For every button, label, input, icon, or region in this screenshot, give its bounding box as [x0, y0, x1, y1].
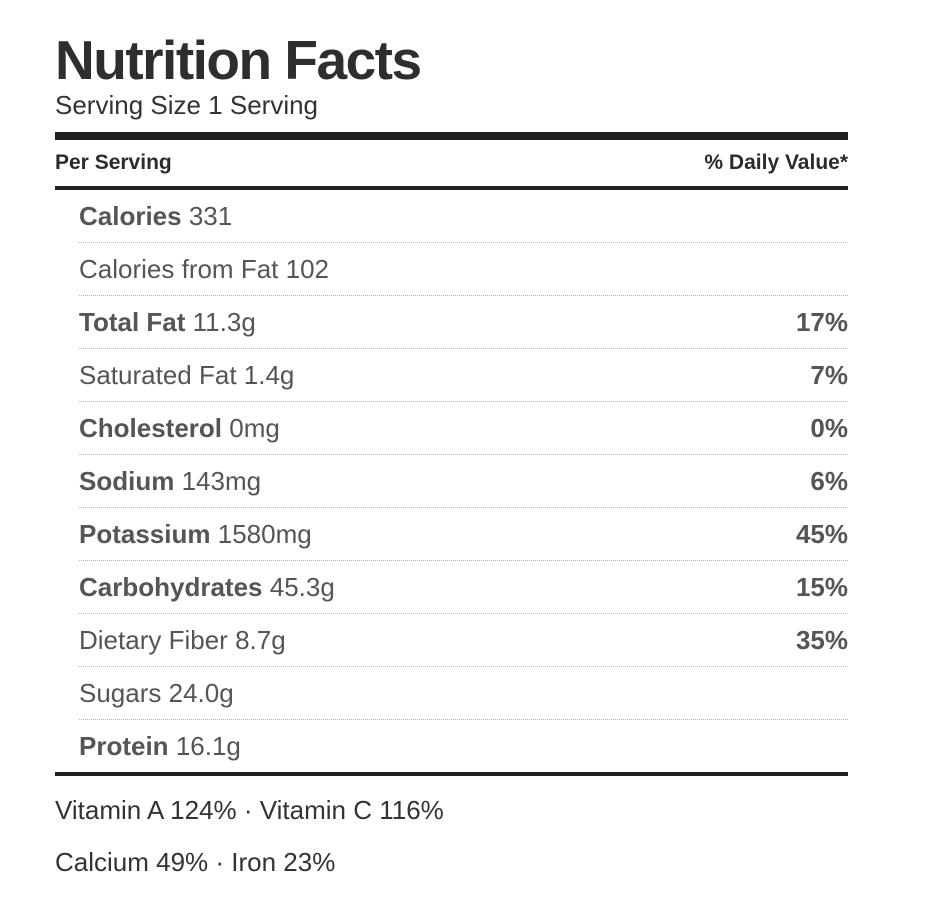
nutrient-row: Total Fat 11.3g 17% — [79, 296, 848, 349]
nutrient-daily-value: 6% — [810, 465, 848, 496]
nutrient-row: Sodium 143mg 6% — [79, 455, 848, 508]
nutrient-value: 11.3g — [192, 306, 256, 337]
thick-divider — [55, 132, 848, 140]
nutrient-value: 1.4g — [243, 359, 295, 390]
daily-value-label: % Daily Value* — [704, 151, 848, 174]
nutrient-value: 1580mg — [217, 518, 312, 549]
nutrient-value: 45.3g — [269, 571, 335, 602]
nutrient-amount: Total Fat 11.3g — [79, 307, 256, 338]
nutrient-row: Sugars 24.0g — [79, 667, 848, 720]
column-header: Per Serving % Daily Value* — [55, 140, 848, 186]
nutrient-amount: Cholesterol 0mg — [79, 413, 280, 444]
nutrient-daily-value: 15% — [795, 571, 848, 602]
nutrient-row: Protein 16.1g — [79, 720, 848, 772]
nutrient-amount: Sodium 143mg — [79, 466, 261, 497]
nutrient-daily-value: 45% — [795, 518, 848, 549]
nutrient-row: Calories from Fat 102 — [79, 243, 848, 296]
nutrient-value: 0mg — [229, 412, 280, 443]
nutrient-amount: Calories from Fat 102 — [79, 254, 329, 285]
nutrient-value: 16.1g — [175, 730, 241, 761]
nutrient-name: Protein — [79, 730, 169, 761]
nutrient-name: Cholesterol — [79, 412, 223, 443]
serving-size: Serving Size 1 Serving — [55, 90, 319, 120]
nutrient-list: Calories 331 Calories from Fat 102 Total F… — [55, 190, 848, 772]
nutrient-name: Total Fat — [79, 306, 186, 337]
bottom-divider — [55, 772, 848, 776]
nutrient-value: 143mg — [181, 465, 262, 496]
nutrient-daily-value: 17% — [795, 306, 848, 337]
header-divider — [55, 186, 848, 190]
vitamins-line-1: Vitamin A 124% · Vitamin C 116% — [55, 795, 444, 825]
nutrient-amount: Carbohydrates 45.3g — [79, 572, 335, 603]
nutrient-row: Calories 331 — [79, 190, 848, 243]
nutrient-amount: Calories 331 — [79, 201, 232, 232]
nutrient-name: Saturated Fat — [79, 359, 237, 390]
nutrient-name: Calories — [79, 200, 182, 231]
nutrient-row: Carbohydrates 45.3g 15% — [79, 561, 848, 614]
nutrient-row: Cholesterol 0mg 0% — [79, 402, 848, 455]
nutrient-row: Potassium 1580mg 45% — [79, 508, 848, 561]
nutrient-name: Calories from Fat — [79, 253, 279, 284]
nutrient-row: Dietary Fiber 8.7g 35% — [79, 614, 848, 667]
nutrient-name: Sodium — [79, 465, 175, 496]
nutrient-value: 331 — [188, 200, 233, 231]
per-serving-label: Per Serving — [55, 151, 172, 174]
nutrient-amount: Potassium 1580mg — [79, 519, 312, 550]
nutrient-daily-value: 35% — [795, 624, 848, 655]
nutrient-value: 102 — [285, 253, 330, 284]
nutrient-amount: Sugars 24.0g — [79, 678, 234, 709]
vitamins-line-2: Calcium 49% · Iron 23% — [55, 847, 336, 877]
nutrient-name: Carbohydrates — [79, 571, 263, 602]
nutrient-value: 24.0g — [168, 677, 234, 708]
nutrient-daily-value: 7% — [810, 359, 848, 390]
nutrient-daily-value: 0% — [810, 412, 848, 443]
nutrient-name: Potassium — [79, 518, 211, 549]
nutrient-amount: Dietary Fiber 8.7g — [79, 625, 286, 656]
nutrient-amount: Saturated Fat 1.4g — [79, 360, 294, 391]
nutrient-name: Sugars — [79, 677, 162, 708]
nutrient-value: 8.7g — [235, 624, 286, 655]
nutrition-label: Nutrition Facts Serving Size 1 Serving P… — [55, 30, 848, 888]
nutrient-row: Saturated Fat 1.4g 7% — [79, 349, 848, 402]
nutrient-amount: Protein 16.1g — [79, 731, 241, 762]
label-title: Nutrition Facts — [55, 29, 422, 91]
nutrient-name: Dietary Fiber — [79, 624, 228, 655]
